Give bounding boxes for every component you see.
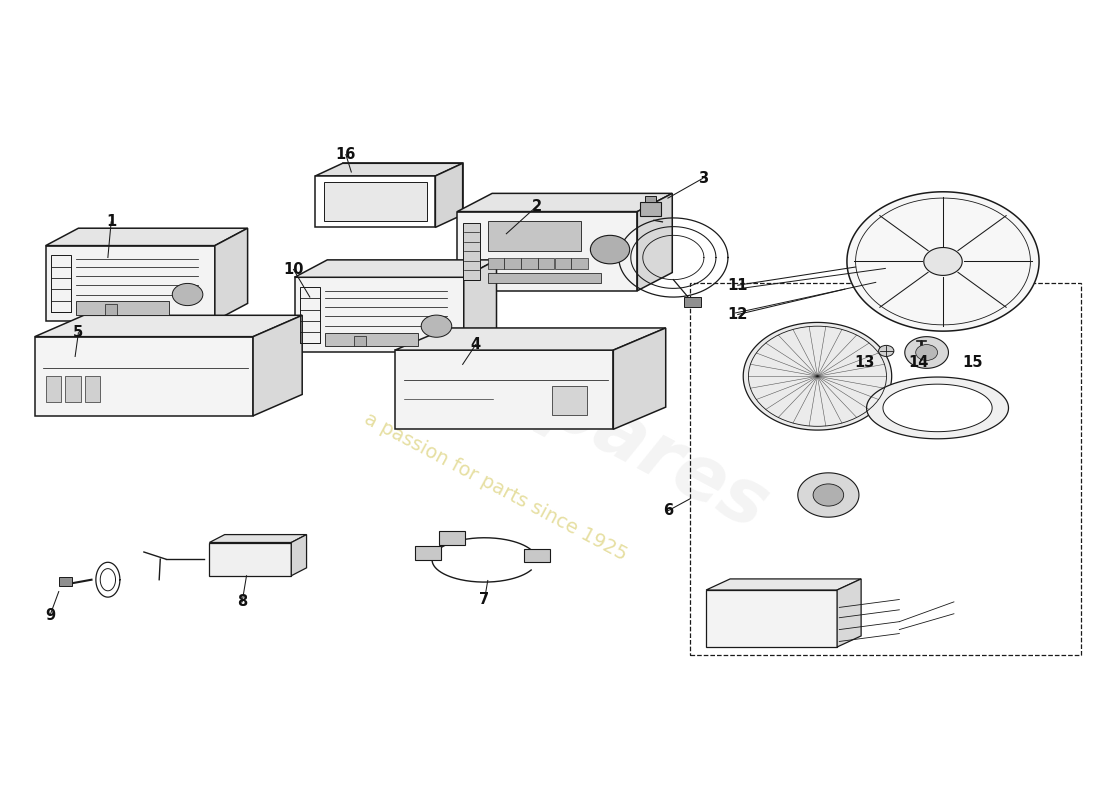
Polygon shape (316, 176, 436, 227)
Text: 7: 7 (480, 592, 490, 607)
Polygon shape (464, 260, 496, 353)
Polygon shape (395, 350, 614, 430)
Polygon shape (905, 337, 948, 368)
Polygon shape (45, 228, 248, 246)
Polygon shape (524, 549, 550, 562)
Polygon shape (209, 534, 307, 542)
Text: 11: 11 (727, 278, 748, 293)
Polygon shape (76, 302, 169, 315)
Polygon shape (415, 546, 441, 560)
Text: 15: 15 (962, 354, 982, 370)
Polygon shape (614, 328, 666, 430)
Circle shape (915, 345, 937, 361)
Polygon shape (554, 258, 571, 269)
Polygon shape (326, 333, 418, 346)
Polygon shape (104, 304, 117, 315)
Circle shape (879, 346, 894, 357)
Polygon shape (552, 386, 587, 415)
Circle shape (591, 235, 629, 264)
Text: eurospares: eurospares (319, 254, 781, 546)
Polygon shape (487, 274, 602, 283)
Polygon shape (521, 258, 538, 269)
Polygon shape (209, 542, 292, 576)
Polygon shape (45, 246, 214, 321)
Text: 2: 2 (531, 198, 542, 214)
Polygon shape (324, 182, 427, 221)
Polygon shape (439, 531, 465, 545)
Polygon shape (35, 315, 302, 337)
Text: 16: 16 (336, 147, 356, 162)
Text: a passion for parts since 1925: a passion for parts since 1925 (361, 410, 630, 565)
Polygon shape (458, 194, 672, 211)
Polygon shape (292, 534, 307, 576)
Circle shape (421, 315, 452, 338)
Polygon shape (924, 247, 962, 275)
Polygon shape (58, 578, 72, 586)
Polygon shape (487, 221, 582, 251)
Polygon shape (253, 315, 302, 416)
Text: 6: 6 (663, 503, 673, 518)
Polygon shape (883, 384, 992, 432)
Polygon shape (395, 328, 666, 350)
Polygon shape (65, 376, 80, 402)
Polygon shape (45, 376, 60, 402)
Polygon shape (342, 163, 463, 214)
Text: 10: 10 (283, 262, 304, 277)
Polygon shape (487, 258, 504, 269)
Polygon shape (706, 590, 837, 647)
Polygon shape (684, 297, 701, 307)
Text: 5: 5 (74, 326, 84, 340)
Polygon shape (847, 192, 1040, 331)
Polygon shape (798, 473, 859, 517)
Text: 1: 1 (106, 214, 117, 230)
Polygon shape (637, 194, 672, 290)
Polygon shape (571, 258, 587, 269)
Polygon shape (458, 211, 637, 290)
Text: 12: 12 (727, 307, 748, 322)
Text: 14: 14 (909, 354, 929, 370)
Polygon shape (639, 202, 661, 216)
Polygon shape (85, 376, 100, 402)
Polygon shape (214, 228, 248, 321)
Polygon shape (538, 258, 554, 269)
Text: 8: 8 (236, 594, 248, 610)
Polygon shape (867, 377, 1009, 438)
Polygon shape (316, 163, 463, 176)
Circle shape (813, 484, 844, 506)
Polygon shape (463, 222, 480, 280)
Polygon shape (35, 337, 253, 416)
Text: 4: 4 (471, 337, 481, 352)
Polygon shape (436, 163, 463, 227)
Polygon shape (744, 322, 892, 430)
Polygon shape (706, 579, 861, 590)
Text: 3: 3 (697, 171, 708, 186)
Polygon shape (645, 196, 656, 202)
Text: 13: 13 (855, 354, 875, 370)
Polygon shape (837, 579, 861, 647)
Polygon shape (295, 260, 496, 278)
Polygon shape (505, 258, 521, 269)
Polygon shape (354, 336, 365, 346)
Text: 9: 9 (45, 608, 55, 623)
Polygon shape (295, 278, 464, 353)
Circle shape (173, 283, 202, 306)
